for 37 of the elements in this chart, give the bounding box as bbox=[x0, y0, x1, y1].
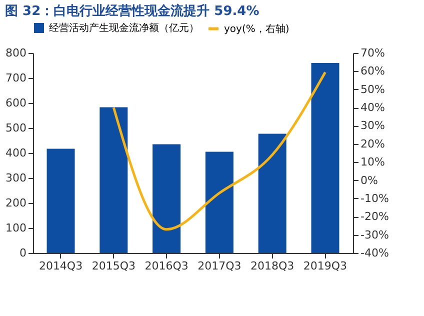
x-tick-label: 2016Q3 bbox=[144, 260, 188, 272]
x-tick-label: 2015Q3 bbox=[92, 260, 136, 272]
bar bbox=[311, 63, 340, 253]
line-series bbox=[112, 71, 326, 231]
y-tick-label: 200 bbox=[6, 196, 26, 210]
x-tick-label: 2017Q3 bbox=[198, 260, 242, 272]
y-tick-label: 100 bbox=[6, 222, 26, 234]
y2-tick-label: 60% bbox=[360, 64, 385, 78]
bar bbox=[152, 144, 181, 253]
chart-title: 图 32：白电行业经营性现金流提升 59.4% bbox=[5, 3, 260, 19]
y2-tick-label: -40% bbox=[360, 246, 389, 260]
y2-tick-label: 50% bbox=[360, 82, 385, 96]
y2-tick-label: -10% bbox=[360, 192, 389, 205]
bar bbox=[205, 152, 234, 253]
y2-tick-label: 20% bbox=[360, 137, 385, 150]
y2-tick-label: 0% bbox=[360, 174, 378, 187]
y2-tick-label: -20% bbox=[360, 210, 389, 224]
y2-tick-label: 30% bbox=[360, 119, 385, 132]
y2-tick-label: 10% bbox=[360, 156, 385, 169]
y-tick-label: 400 bbox=[6, 146, 26, 160]
y2-tick-label: -30% bbox=[360, 228, 389, 242]
legend-label: yoy(%，右轴) bbox=[224, 22, 290, 35]
legend-label: 经营活动产生现金流净额（亿元） bbox=[49, 22, 199, 34]
y-tick-label: 800 bbox=[6, 46, 26, 60]
y-tick-label: 0 bbox=[20, 246, 26, 260]
y2-tick-label: 40% bbox=[360, 101, 385, 114]
y2-tick-label: 70% bbox=[360, 46, 385, 60]
y-tick-label: 600 bbox=[6, 96, 26, 110]
bar bbox=[258, 134, 286, 253]
bar bbox=[46, 148, 75, 253]
x-tick-label: 2018Q3 bbox=[250, 260, 294, 272]
y-tick-label: 700 bbox=[6, 72, 26, 84]
x-tick-label: 2019Q3 bbox=[303, 260, 348, 272]
x-tick-label: 2014Q3 bbox=[38, 260, 83, 272]
y-tick-label: 500 bbox=[6, 122, 26, 134]
bar bbox=[100, 107, 128, 253]
y-tick-label: 300 bbox=[6, 172, 26, 184]
